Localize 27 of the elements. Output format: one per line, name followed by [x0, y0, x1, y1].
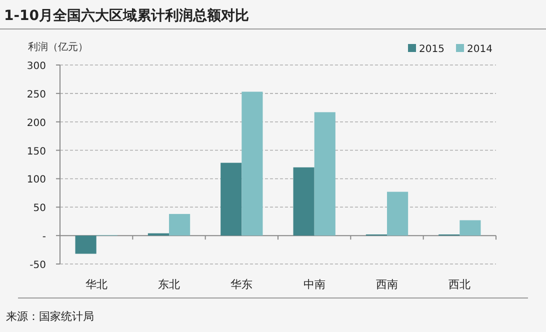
x-tick-label: 西南	[376, 278, 398, 291]
y-axis-title: 利润（亿元）	[28, 41, 88, 53]
bar	[242, 92, 263, 236]
chart-title: 1-10月全国六大区域累计利润总额对比	[4, 7, 250, 24]
x-tick-label: 东北	[158, 278, 180, 291]
bar	[387, 192, 408, 236]
legend-label: 2014	[467, 44, 492, 55]
bar	[314, 112, 336, 236]
y-tick-label: -	[42, 232, 46, 243]
y-tick-label: 50	[33, 203, 46, 214]
bar	[169, 214, 190, 236]
x-tick-label: 中南	[303, 278, 326, 291]
y-tick-label: -50	[30, 260, 46, 271]
source-note: 来源：国家统计局	[6, 310, 94, 323]
y-tick-label: 300	[26, 61, 46, 72]
legend-label: 2015	[419, 44, 444, 55]
x-tick-label: 西北	[448, 278, 471, 291]
bar	[75, 236, 96, 254]
bar	[293, 167, 314, 236]
bar	[460, 220, 481, 236]
y-tick-label: 200	[26, 118, 46, 129]
bar	[220, 162, 242, 236]
y-tick-label: 250	[26, 89, 46, 100]
y-tick-label: 100	[26, 174, 46, 186]
x-tick-label: 华北	[85, 278, 108, 291]
x-tick-label: 华东	[230, 278, 253, 291]
y-tick-label: 150	[26, 146, 46, 158]
